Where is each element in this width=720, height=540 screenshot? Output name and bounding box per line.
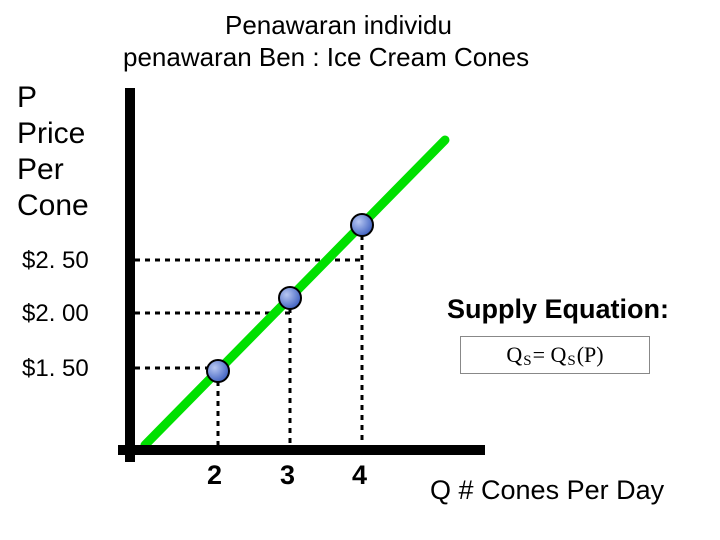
data-point (207, 360, 229, 382)
data-point (351, 214, 373, 236)
data-point (279, 287, 301, 309)
supply-chart (0, 0, 720, 540)
slide: Penawaran individu penawaran Ben : Ice C… (0, 0, 720, 540)
